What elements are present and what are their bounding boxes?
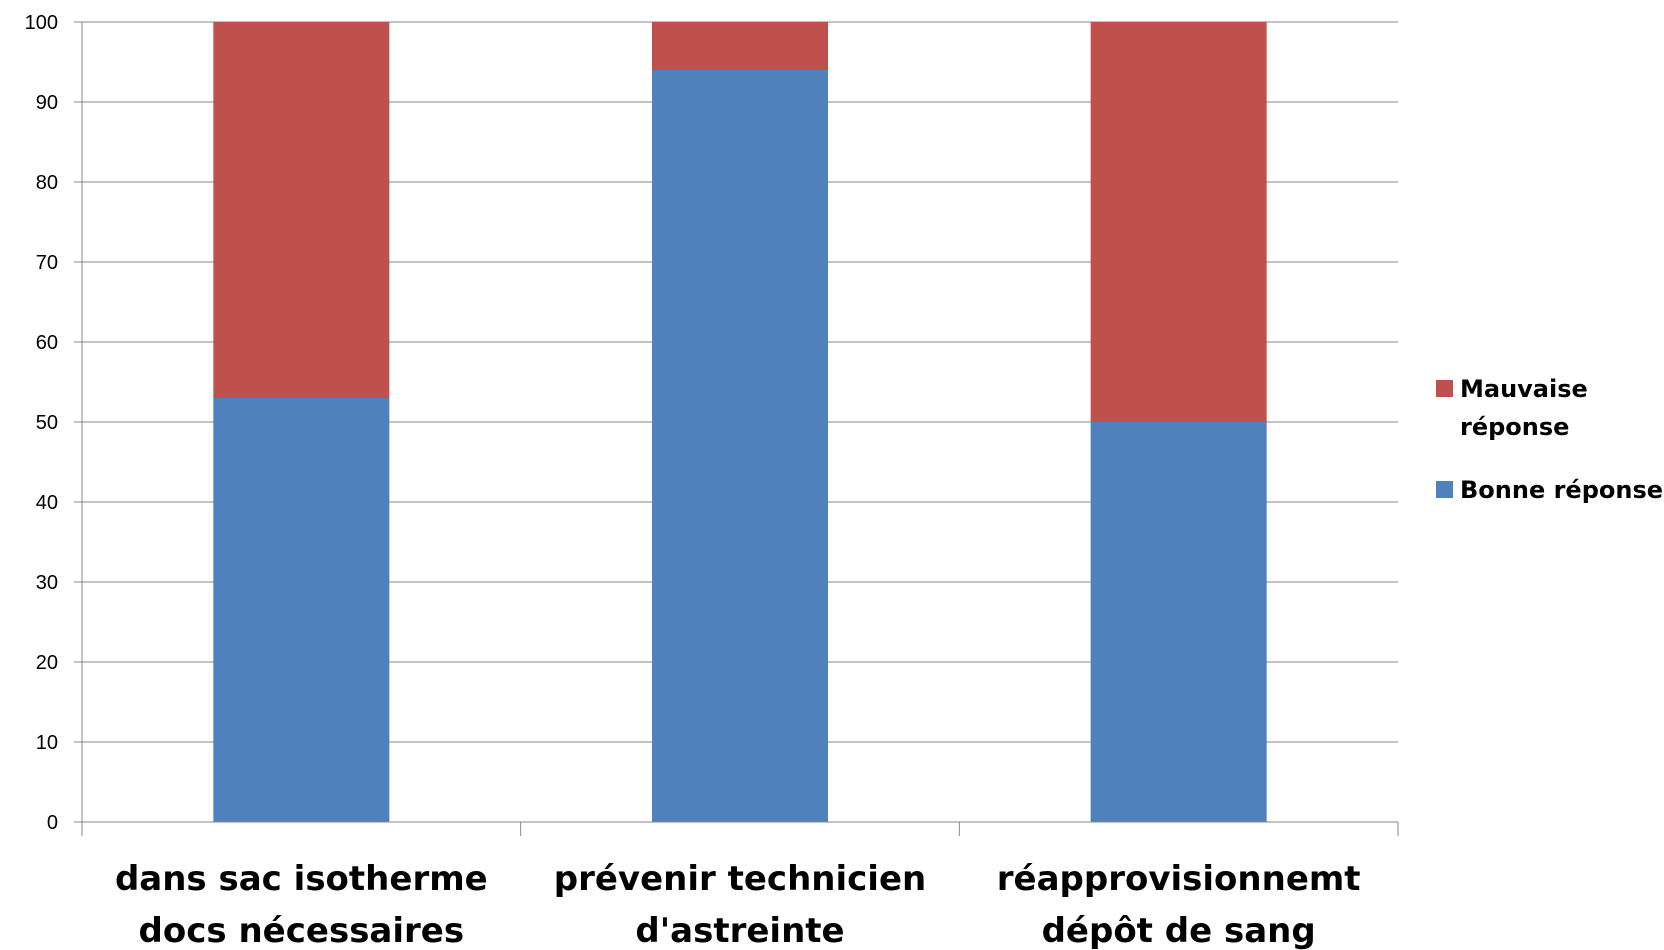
x-category-label: réapprovisionnemt bbox=[997, 859, 1361, 899]
y-tick-labels: 0 10 20 30 40 50 60 70 80 90 100 bbox=[25, 12, 58, 834]
y-tick-label: 90 bbox=[36, 92, 58, 114]
bar-bonne-2 bbox=[652, 70, 828, 822]
bar-mauvaise-2 bbox=[652, 22, 828, 70]
bar-bonne-1 bbox=[213, 398, 390, 822]
x-category-labels: dans sac isotherme docs nécessaires préven… bbox=[115, 859, 1361, 950]
y-tick-label: 60 bbox=[36, 332, 58, 354]
x-category-label: docs nécessaires bbox=[139, 911, 465, 950]
legend-swatch-mauvaise bbox=[1436, 380, 1453, 397]
legend: Mauvaise réponse Bonne réponse bbox=[1436, 375, 1663, 504]
legend-swatch-bonne bbox=[1436, 481, 1453, 498]
bar-mauvaise-3 bbox=[1090, 22, 1267, 422]
legend-label: Mauvaise bbox=[1460, 375, 1588, 403]
axes bbox=[74, 21, 1399, 836]
y-tick-label: 10 bbox=[36, 732, 58, 754]
y-tick-label: 80 bbox=[36, 172, 58, 194]
y-tick-label: 20 bbox=[36, 652, 58, 674]
y-tick-label: 40 bbox=[36, 492, 58, 514]
x-category-label: dépôt de sang bbox=[1042, 911, 1316, 950]
y-tick-label: 100 bbox=[25, 12, 58, 34]
x-category-label: d'astreinte bbox=[635, 911, 844, 950]
x-category-label: prévenir technicien bbox=[554, 859, 926, 899]
bar-mauvaise-1 bbox=[213, 22, 390, 398]
bar-bonne-3 bbox=[1090, 422, 1267, 822]
bars bbox=[213, 22, 1267, 822]
legend-label: réponse bbox=[1460, 413, 1569, 441]
legend-label: Bonne réponse bbox=[1460, 476, 1663, 504]
y-tick-label: 70 bbox=[36, 252, 58, 274]
x-category-label: dans sac isotherme bbox=[115, 859, 488, 899]
y-tick-label: 0 bbox=[47, 812, 58, 834]
y-tick-label: 50 bbox=[36, 412, 58, 434]
y-tick-label: 30 bbox=[36, 572, 58, 594]
